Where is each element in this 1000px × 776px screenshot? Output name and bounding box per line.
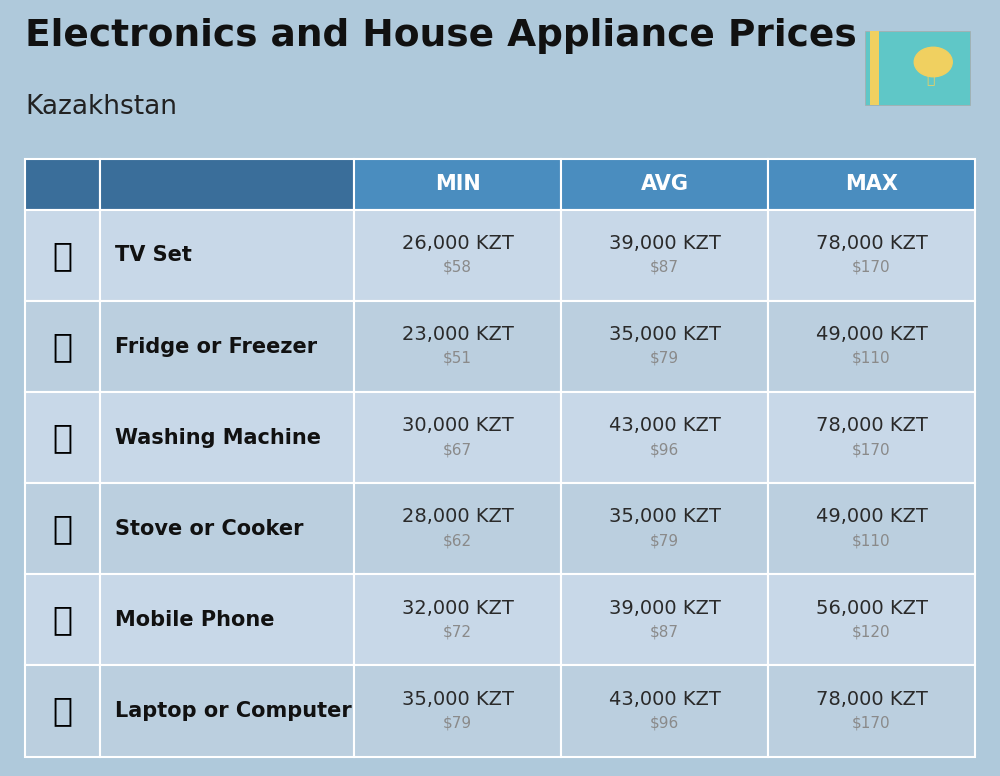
Bar: [100, 301, 354, 392]
Bar: [100, 666, 354, 757]
Text: $170: $170: [852, 442, 891, 457]
Text: 49,000 KZT: 49,000 KZT: [816, 325, 927, 345]
Text: $79: $79: [650, 533, 679, 548]
Text: $87: $87: [650, 624, 679, 639]
Text: 39,000 KZT: 39,000 KZT: [609, 598, 721, 618]
Text: 35,000 KZT: 35,000 KZT: [609, 508, 721, 526]
Text: 〜: 〜: [926, 72, 934, 86]
Text: $170: $170: [852, 260, 891, 275]
Text: 26,000 KZT: 26,000 KZT: [402, 234, 514, 253]
Text: Fridge or Freezer: Fridge or Freezer: [115, 337, 318, 356]
Text: Laptop or Computer: Laptop or Computer: [115, 701, 352, 721]
Text: AVG: AVG: [641, 175, 689, 195]
Text: $72: $72: [443, 624, 472, 639]
Text: 32,000 KZT: 32,000 KZT: [402, 598, 514, 618]
Bar: [354, 483, 561, 574]
Bar: [354, 159, 561, 210]
Bar: [100, 210, 354, 301]
Text: 📺: 📺: [53, 239, 73, 272]
Bar: [354, 666, 561, 757]
Bar: [100, 574, 354, 666]
Text: 📱: 📱: [53, 604, 73, 636]
Bar: [768, 574, 975, 666]
Bar: [25, 210, 100, 301]
Bar: [100, 483, 354, 574]
Bar: [25, 301, 100, 392]
Text: 49,000 KZT: 49,000 KZT: [816, 508, 927, 526]
Text: Washing Machine: Washing Machine: [115, 428, 321, 448]
Text: 39,000 KZT: 39,000 KZT: [609, 234, 721, 253]
Bar: [768, 159, 975, 210]
Bar: [354, 210, 561, 301]
Text: 35,000 KZT: 35,000 KZT: [609, 325, 721, 345]
Text: 🫧: 🫧: [53, 421, 73, 454]
Text: 28,000 KZT: 28,000 KZT: [402, 508, 514, 526]
Bar: [561, 301, 768, 392]
Text: 23,000 KZT: 23,000 KZT: [402, 325, 514, 345]
Bar: [354, 392, 561, 483]
Text: TV Set: TV Set: [115, 245, 192, 265]
Text: $170: $170: [852, 715, 891, 730]
Text: 43,000 KZT: 43,000 KZT: [609, 690, 721, 708]
Text: Electronics and House Appliance Prices: Electronics and House Appliance Prices: [25, 19, 857, 54]
Text: $79: $79: [650, 351, 679, 366]
Bar: [768, 301, 975, 392]
Text: $58: $58: [443, 260, 472, 275]
Bar: [768, 392, 975, 483]
Bar: [354, 574, 561, 666]
Text: 43,000 KZT: 43,000 KZT: [609, 417, 721, 435]
Text: $110: $110: [852, 351, 891, 366]
Bar: [561, 210, 768, 301]
Bar: [865, 31, 970, 105]
Text: $120: $120: [852, 624, 891, 639]
Text: Stove or Cooker: Stove or Cooker: [115, 519, 304, 539]
Bar: [100, 159, 354, 210]
Bar: [561, 159, 768, 210]
Text: $87: $87: [650, 260, 679, 275]
Text: 🔥: 🔥: [53, 512, 73, 546]
Text: Kazakhstan: Kazakhstan: [25, 94, 177, 120]
Bar: [561, 483, 768, 574]
Bar: [768, 483, 975, 574]
Text: 💻: 💻: [53, 695, 73, 728]
Bar: [561, 574, 768, 666]
Text: MIN: MIN: [435, 175, 481, 195]
Text: 35,000 KZT: 35,000 KZT: [402, 690, 514, 708]
Bar: [561, 392, 768, 483]
Bar: [870, 31, 879, 105]
Bar: [100, 392, 354, 483]
Text: 78,000 KZT: 78,000 KZT: [816, 234, 927, 253]
Circle shape: [914, 47, 952, 77]
Text: $79: $79: [443, 715, 472, 730]
Bar: [25, 483, 100, 574]
Text: 56,000 KZT: 56,000 KZT: [816, 598, 928, 618]
Bar: [25, 666, 100, 757]
Text: MAX: MAX: [845, 175, 898, 195]
Bar: [561, 666, 768, 757]
Text: $96: $96: [650, 715, 679, 730]
Text: $110: $110: [852, 533, 891, 548]
Text: $67: $67: [443, 442, 472, 457]
Bar: [354, 301, 561, 392]
Text: $62: $62: [443, 533, 472, 548]
Text: 🧊: 🧊: [53, 330, 73, 363]
Text: Mobile Phone: Mobile Phone: [115, 610, 275, 630]
Text: 78,000 KZT: 78,000 KZT: [816, 690, 927, 708]
Bar: [25, 159, 100, 210]
Text: $96: $96: [650, 442, 679, 457]
Text: 78,000 KZT: 78,000 KZT: [816, 417, 927, 435]
Text: 30,000 KZT: 30,000 KZT: [402, 417, 514, 435]
Bar: [25, 574, 100, 666]
Bar: [768, 666, 975, 757]
Bar: [768, 210, 975, 301]
Bar: [25, 392, 100, 483]
Text: $51: $51: [443, 351, 472, 366]
